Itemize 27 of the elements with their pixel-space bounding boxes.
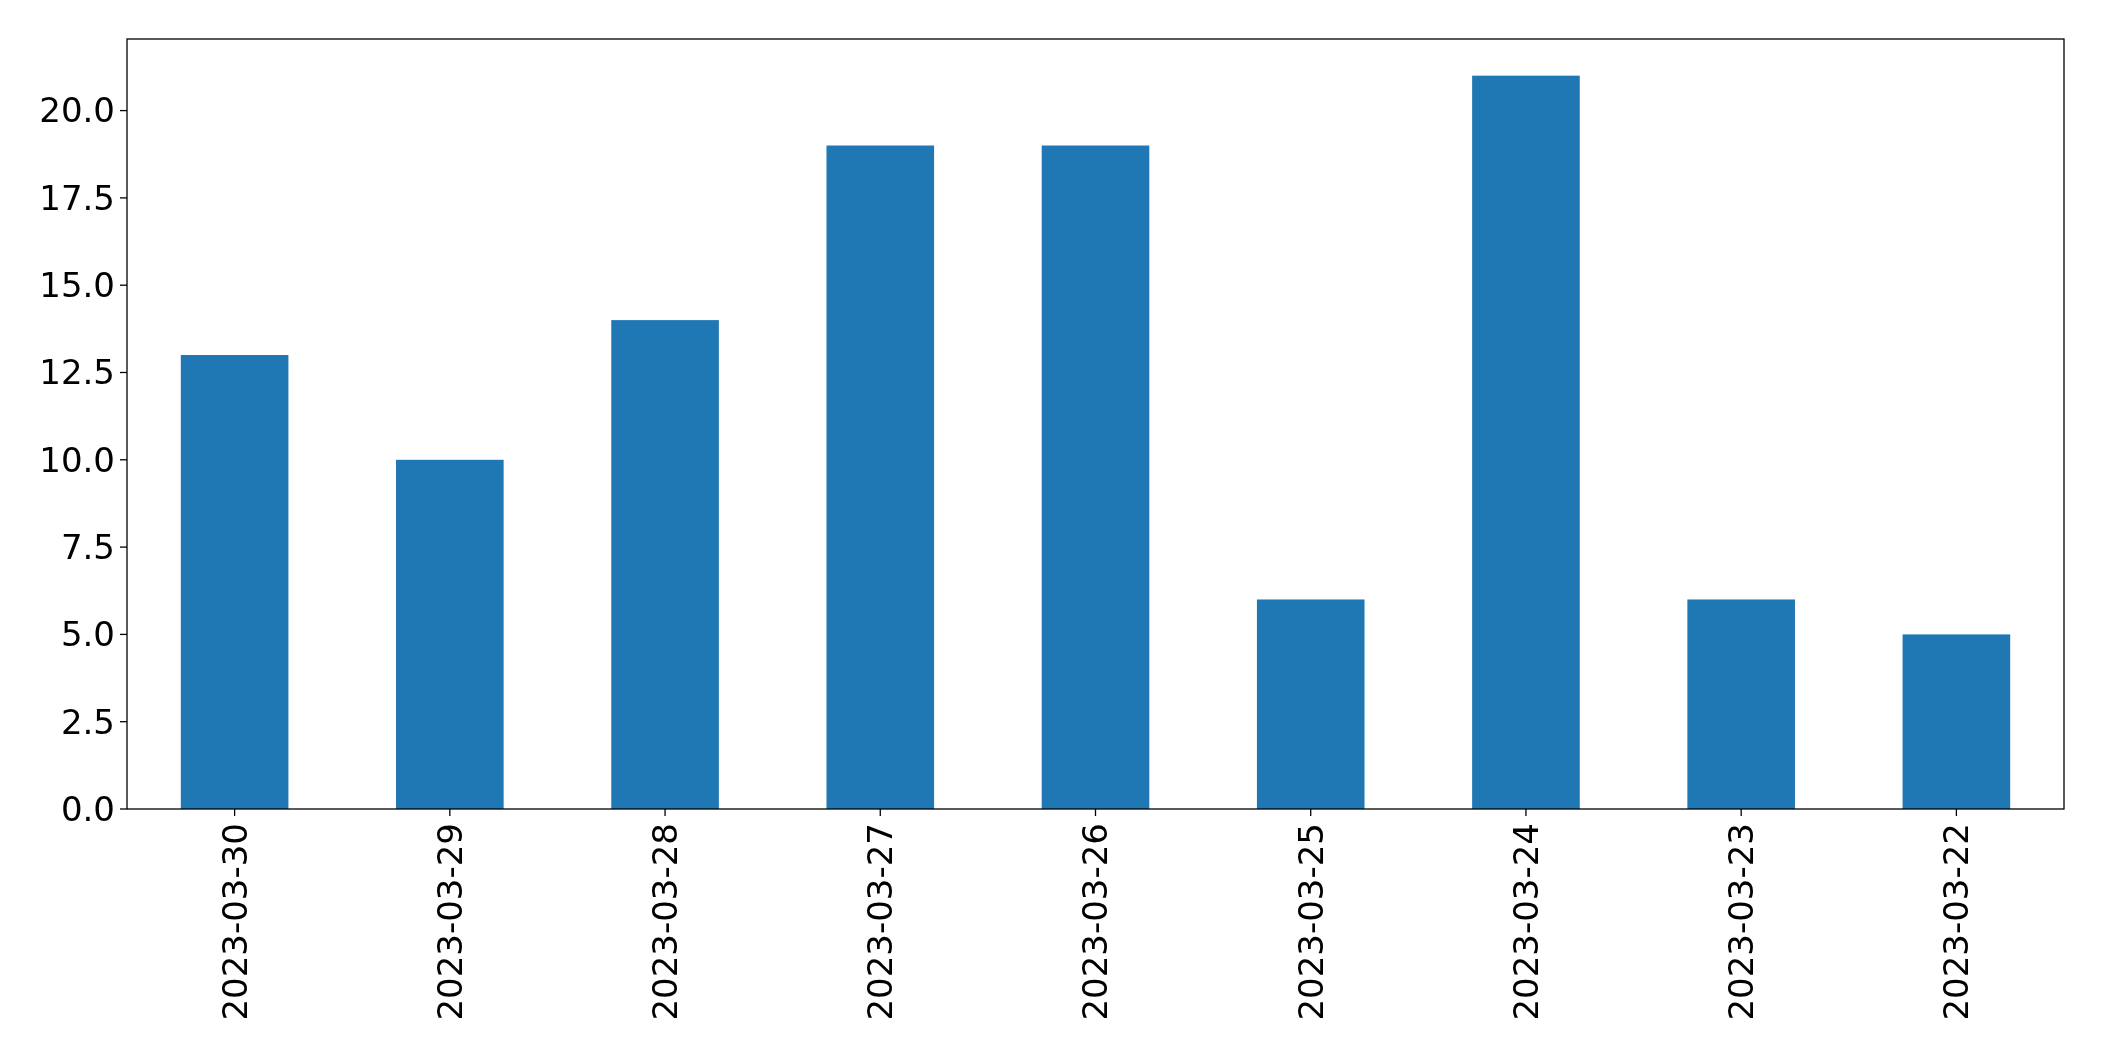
bar (396, 459, 504, 809)
x-tick-label: 2023-03-26 (1075, 823, 1116, 1021)
y-tick-label: 17.5 (39, 177, 115, 218)
y-tick-label: 7.5 (60, 527, 115, 567)
x-tick-label: 2023-03-28 (644, 823, 685, 1021)
bar (611, 320, 719, 809)
bar (1041, 145, 1150, 809)
y-tick-label: 0.0 (60, 788, 115, 829)
x-tick-label: 2023-03-29 (429, 823, 470, 1021)
y-tick-label: 20.0 (39, 90, 115, 131)
y-tick-label: 15.0 (39, 265, 115, 306)
y-tick-label: 12.5 (39, 352, 115, 393)
bar (1472, 75, 1580, 809)
x-tick-label: 2023-03-22 (1936, 823, 1977, 1021)
bar (1687, 599, 1795, 809)
bar (180, 355, 289, 809)
bar (826, 145, 935, 809)
x-tick-label: 2023-03-24 (1505, 823, 1546, 1021)
y-tick-label: 10.0 (39, 439, 115, 480)
x-tick-label: 2023-03-23 (1721, 823, 1762, 1021)
x-tick-label: 2023-03-25 (1290, 823, 1331, 1021)
y-tick-label: 5.0 (60, 614, 115, 655)
x-tick-label: 2023-03-30 (214, 823, 255, 1021)
bar (1902, 634, 2011, 809)
y-tick-label: 2.5 (60, 701, 115, 742)
bar (1256, 599, 1365, 809)
x-tick-label: 2023-03-27 (860, 823, 901, 1021)
